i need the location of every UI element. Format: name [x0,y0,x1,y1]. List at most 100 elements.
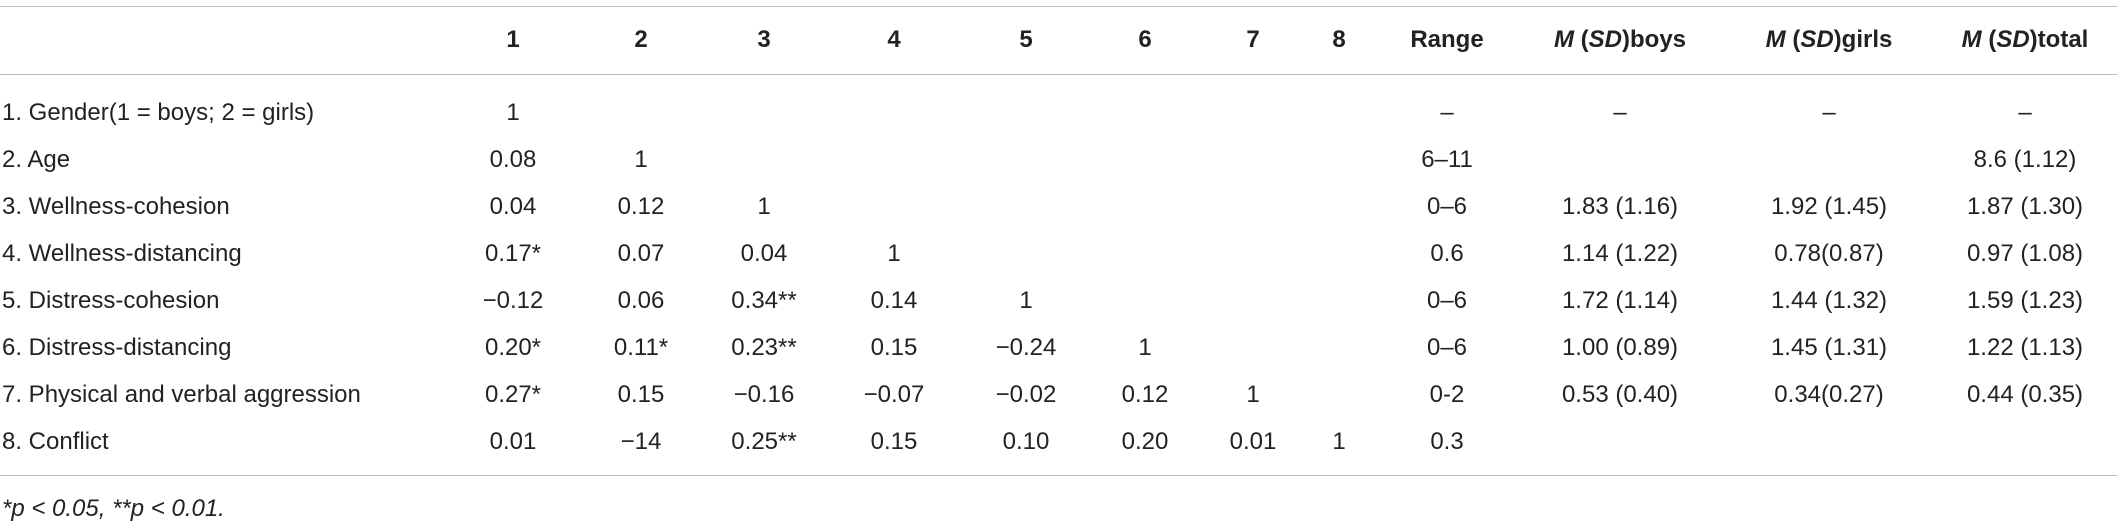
table-cell: – [1822,99,1836,126]
footnote: *p < 0.05, **p < 0.01. [2,495,225,522]
table-cell: 0.10 [1002,428,1050,455]
header-segment: ( [1981,26,1997,53]
row-label: 7. Physical and verbal aggression [2,381,361,408]
table-cell: 1 [506,99,520,126]
header-cell: 4 [887,26,901,53]
table-cell: 1.92 (1.45) [1770,193,1888,220]
table-cell: 0.15 [870,428,918,455]
header-segment: SD [1588,26,1622,53]
table-cell: 1 [1332,428,1346,455]
table-cell: 0.20 [1121,428,1169,455]
header-cell: 7 [1246,26,1260,53]
top-rule [0,6,2117,7]
table-cell: 0.97 (1.08) [1966,240,2084,267]
header-cell: 8 [1332,26,1346,53]
header-segment: SD [1800,26,1834,53]
table-cell: 1.59 (1.23) [1966,287,2084,314]
header-segment: SD [1996,26,2030,53]
header-segment: M [1553,26,1574,53]
table-cell: 1 [634,146,648,173]
row-label: 8. Conflict [2,428,109,455]
table-cell: 0-2 [1429,381,1465,408]
row-label: 5. Distress-cohesion [2,287,220,314]
table-cell: −0.12 [482,287,544,314]
row-label: 2. Age [2,146,71,173]
header-cell: Range [1410,26,1484,53]
table-cell: 0.3 [1430,428,1464,455]
table-cell: 0.01 [1229,428,1277,455]
table-cell: 0.6 [1430,240,1464,267]
table-cell: 0.07 [617,240,665,267]
table-cell: 0.34** [731,287,797,314]
table-cell: 0.15 [617,381,665,408]
table-cell: −0.07 [863,381,925,408]
table-cell: 0.14 [870,287,918,314]
row-label: 6. Distress-distancing [2,334,232,361]
table-cell: 1 [887,240,901,267]
header-cell: 2 [634,26,648,53]
header-segment: M [1765,26,1786,53]
header-cell: 6 [1138,26,1152,53]
table-cell: 0.01 [489,428,537,455]
header-segment: )total [2029,26,2089,53]
table-cell: −0.16 [733,381,795,408]
header-cell: M (SD)total [1962,25,2089,55]
row-label: 1. Gender(1 = boys; 2 = girls) [2,99,315,126]
table-cell: – [1613,99,1627,126]
table-cell: 0.12 [617,193,665,220]
table-cell: 1.22 (1.13) [1966,334,2084,361]
table-cell: 0.34(0.27) [1774,381,1884,408]
table-cell: 1.45 (1.31) [1770,334,1888,361]
header-cell: M (SD)girls [1766,25,1893,55]
table-cell: 0.06 [617,287,665,314]
table-cell: −0.02 [995,381,1057,408]
header-segment: ( [1573,26,1589,53]
table-cell: −14 [620,428,662,455]
table-cell: 0.04 [489,193,537,220]
table-cell: 0.12 [1121,381,1169,408]
row-label: 4. Wellness-distancing [2,240,242,267]
table-cell: 0.11* [613,334,669,361]
header-cell: 1 [506,26,520,53]
table-cell: 0.25** [731,428,797,455]
table-cell: 0–6 [1426,287,1468,314]
table-cell: 0–6 [1426,334,1468,361]
header-cell: 5 [1019,26,1033,53]
table-cell: 1.44 (1.32) [1770,287,1888,314]
header-segment: )girls [1833,26,1893,53]
table-cell: −0.24 [995,334,1057,361]
table-cell: 0.20* [484,334,542,361]
table-cell: 0.27* [484,381,542,408]
table-cell: 1.87 (1.30) [1966,193,2084,220]
table-cell: 0.17* [484,240,542,267]
table-cell: 1.14 (1.22) [1561,240,1679,267]
header-segment: )boys [1622,26,1687,53]
table-cell: 0.78(0.87) [1774,240,1884,267]
table-cell: 0.44 (0.35) [1966,381,2084,408]
table-cell: 0.04 [740,240,788,267]
table-cell: 0.15 [870,334,918,361]
table-cell: 0.23** [731,334,797,361]
header-cell: M (SD)boys [1554,25,1686,55]
header-rule [0,74,2117,75]
row-label: 3. Wellness-cohesion [2,193,230,220]
table-cell: 6–11 [1421,146,1473,173]
table-cell: 0.53 (0.40) [1561,381,1679,408]
table-cell: – [2018,99,2032,126]
table-cell: – [1440,99,1454,126]
table-cell: 1 [1138,334,1152,361]
header-segment: M [1961,26,1982,53]
table-cell: 8.6 (1.12) [1973,146,2077,173]
table-cell: 1.72 (1.14) [1561,287,1679,314]
table-cell: 1.00 (0.89) [1561,334,1679,361]
table-cell: 0.08 [489,146,537,173]
header-segment: ( [1785,26,1801,53]
table-cell: 0–6 [1426,193,1468,220]
bottom-rule [0,475,2117,476]
table-cell: 1 [757,193,771,220]
table-cell: 1 [1019,287,1033,314]
header-cell: 3 [757,26,771,53]
table-cell: 1.83 (1.16) [1561,193,1679,220]
table-cell: 1 [1246,381,1260,408]
